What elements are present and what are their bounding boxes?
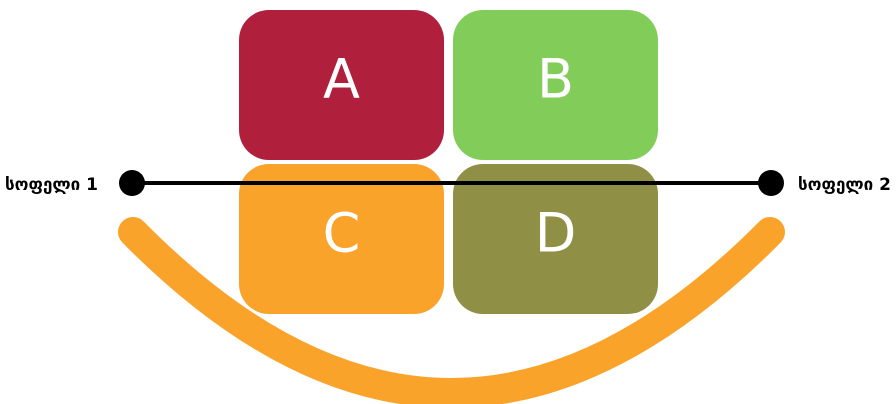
box — [239, 10, 444, 160]
village-label: სოფელი 2 — [798, 175, 891, 195]
box-label: D — [535, 202, 577, 265]
arc — [118, 217, 785, 404]
village-label: სოფელი 1 — [5, 175, 98, 195]
box-label: C — [323, 202, 361, 265]
box-label: A — [323, 48, 360, 111]
village-dot — [758, 170, 784, 196]
village-dot — [119, 170, 145, 196]
box-label: B — [537, 48, 574, 111]
boxes: A B C D — [239, 10, 658, 314]
box — [239, 164, 444, 314]
box — [453, 10, 658, 160]
box — [453, 164, 658, 314]
